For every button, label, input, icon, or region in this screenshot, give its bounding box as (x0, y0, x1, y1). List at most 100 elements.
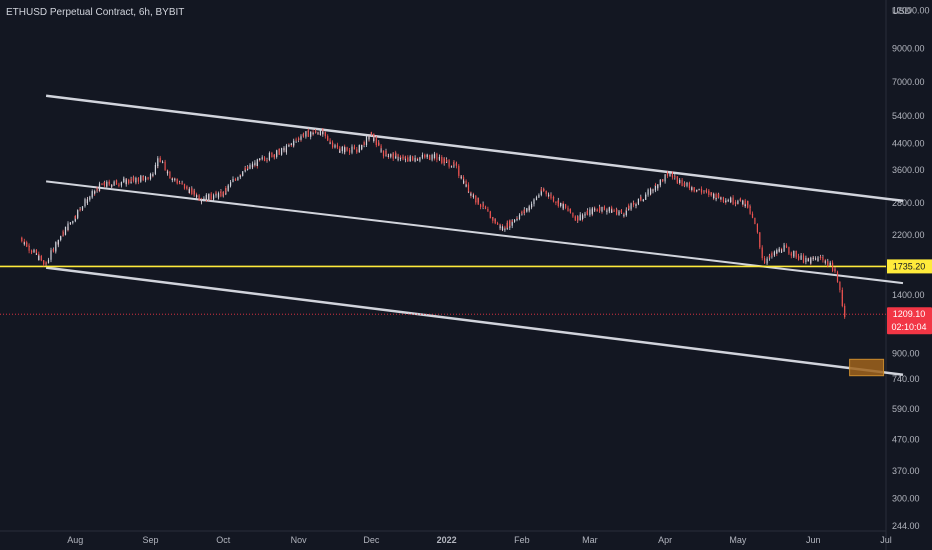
candle-body (455, 163, 457, 166)
candle-body (135, 178, 137, 183)
time-axis[interactable]: Aug Sep Oct Nov Dec 2022 Feb Mar Apr May Jun Jul (67, 535, 891, 545)
candle-body (351, 146, 353, 150)
candle-body (373, 138, 375, 141)
candle-body (640, 196, 642, 201)
candle-body (756, 227, 758, 233)
target-zone[interactable] (849, 358, 885, 377)
candle-body (264, 159, 266, 161)
candle-body (579, 214, 581, 219)
candle-body (64, 229, 67, 235)
candle-body (841, 296, 843, 306)
candle-body (572, 214, 574, 217)
candle-body (802, 255, 805, 263)
candle-body (565, 207, 567, 208)
candle-body (497, 223, 499, 225)
time-tick-label: Dec (363, 535, 380, 545)
time-tick-label: Sep (142, 535, 158, 545)
candle-body (751, 214, 754, 218)
time-tick-label: Jul (880, 535, 892, 545)
candle-body (62, 231, 64, 235)
candle-body (652, 190, 654, 192)
candle-body (45, 262, 47, 264)
candle-body (237, 177, 239, 179)
candle-body (715, 193, 717, 200)
target-zone-box[interactable] (849, 358, 885, 377)
candle-body (664, 176, 666, 182)
candle-body (535, 199, 538, 201)
candle-body (756, 224, 758, 228)
candle-body (475, 200, 477, 203)
candle-body (186, 186, 188, 189)
candle-body (487, 209, 489, 212)
candle-body (630, 203, 632, 209)
candle-body (84, 199, 86, 204)
time-tick-label: 2022 (437, 535, 457, 545)
candle-body (603, 207, 605, 210)
lower-channel-line[interactable] (45, 266, 904, 377)
candle-body (210, 198, 212, 200)
candle-body (249, 165, 251, 167)
candle-body (307, 130, 309, 137)
candle-body (484, 207, 487, 209)
candle-body (91, 191, 93, 194)
candle-body (509, 220, 511, 226)
candle-body (120, 182, 122, 184)
candle-body (526, 208, 528, 210)
candle-body (744, 200, 746, 206)
candle-body (788, 250, 790, 254)
candle-body (217, 193, 220, 198)
candle-body (679, 179, 681, 183)
candle-body (341, 147, 343, 148)
candle-body (329, 140, 331, 144)
price-axis[interactable]: 12000.00 9000.00 7000.00 5400.00 4400.00 3600… (892, 6, 930, 531)
candle-body (584, 214, 586, 215)
candle-body (196, 195, 198, 198)
candle-body (705, 190, 707, 192)
candle-body (327, 137, 329, 141)
candle-body (727, 200, 729, 201)
candle-body (443, 158, 445, 163)
candle-body (463, 180, 465, 184)
candle-body (608, 207, 610, 211)
candle-body (560, 202, 562, 204)
time-tick-label: Nov (291, 535, 308, 545)
candle-body (562, 204, 564, 209)
candle-body (390, 154, 392, 157)
candle-body (259, 158, 261, 160)
candle-body (72, 221, 74, 223)
candle-body (200, 199, 203, 202)
candle-body (349, 150, 351, 152)
candle-body (96, 188, 98, 190)
candle-body (642, 199, 644, 201)
candle-body (501, 226, 504, 231)
price-tick-label: 2800.00 (892, 198, 925, 208)
candle-body (768, 255, 771, 257)
candle-body (317, 133, 319, 135)
candle-body (589, 209, 591, 212)
time-tick-label: Apr (658, 535, 672, 545)
candle-body (450, 166, 453, 168)
candle-body (67, 223, 69, 231)
candle-body (387, 156, 389, 157)
candle-body (310, 133, 312, 137)
candle-body (494, 219, 496, 224)
candle-body (43, 262, 45, 265)
candle-body (613, 211, 615, 212)
candle-body (764, 262, 766, 264)
candle-body (174, 178, 176, 180)
candle-body (64, 226, 67, 230)
horizontal-level[interactable]: 1735.20 (0, 259, 932, 274)
upper-channel-line[interactable] (45, 94, 904, 203)
candle-body (492, 217, 494, 221)
candle-body (548, 195, 550, 197)
candle-body (681, 184, 683, 186)
candle-body (531, 203, 533, 208)
candle-body (375, 142, 377, 146)
candle-body (339, 151, 341, 153)
candle-body (108, 182, 110, 185)
candle-body (266, 159, 268, 161)
candle-body (21, 238, 23, 242)
candle-body (783, 245, 785, 252)
candle-body (84, 203, 86, 207)
